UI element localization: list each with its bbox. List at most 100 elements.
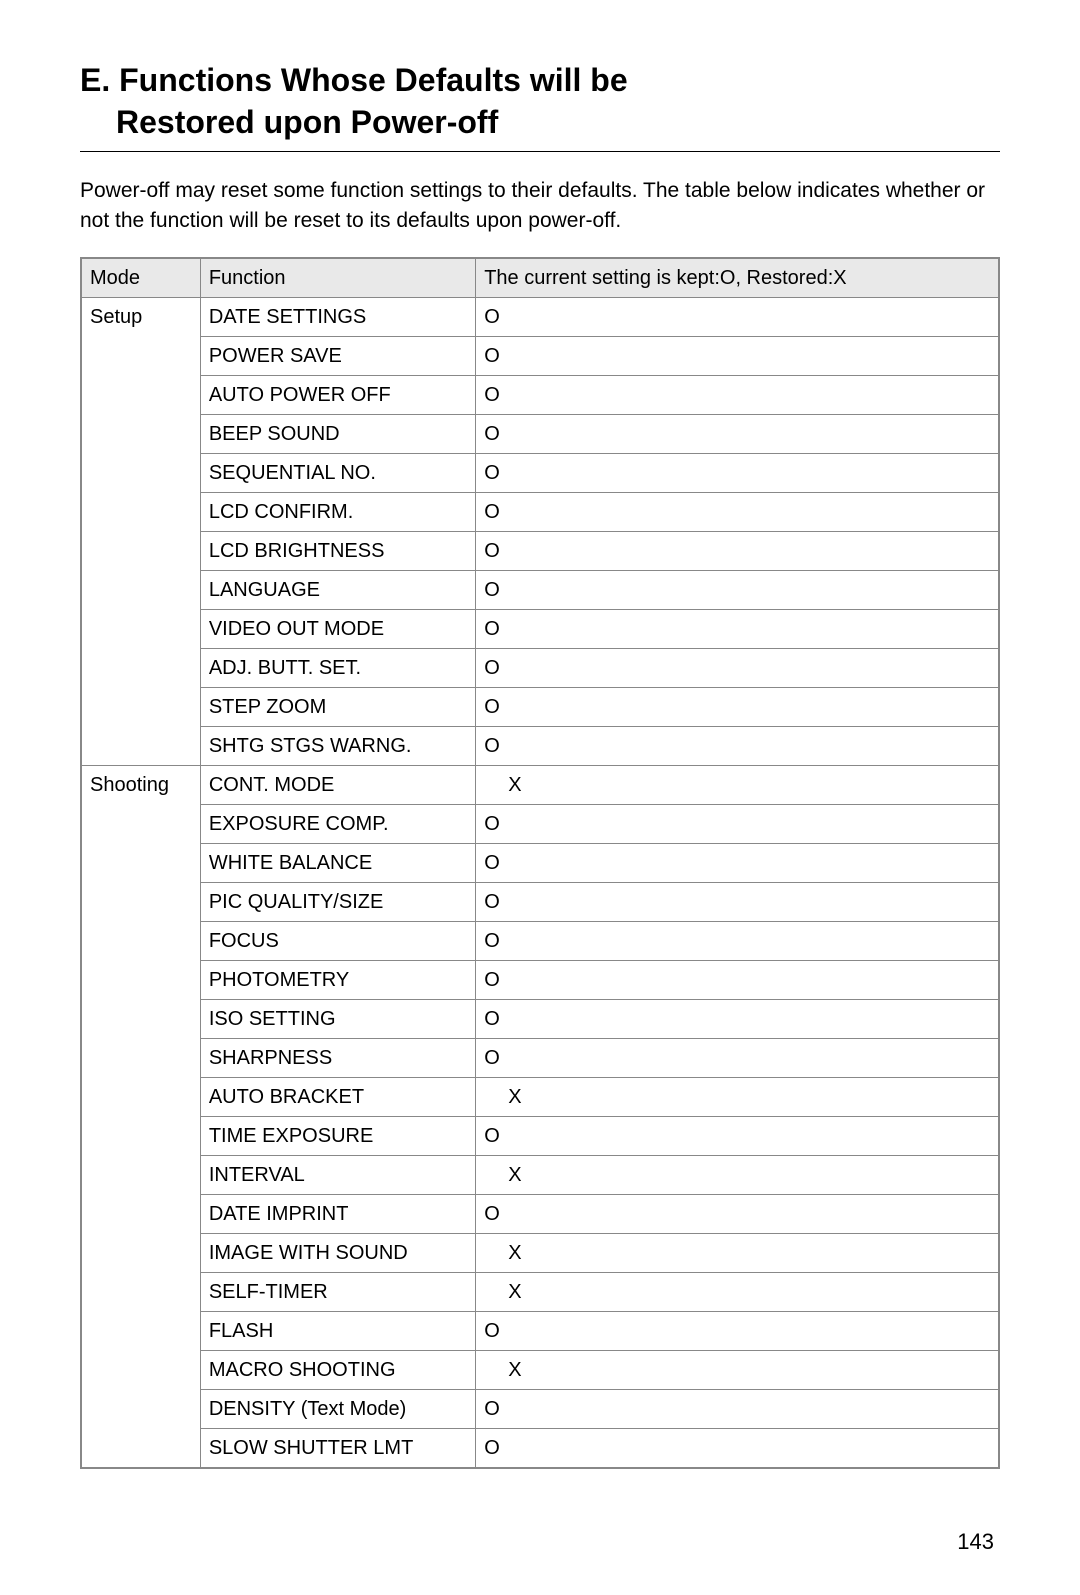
table-row: ShootingCONT. MODEX [81,765,999,804]
table-row: LCD BRIGHTNESSO [81,531,999,570]
function-cell: DENSITY (Text Mode) [200,1389,475,1428]
header-mode: Mode [81,258,200,298]
function-cell: SELF-TIMER [200,1272,475,1311]
status-cell: O [476,453,999,492]
page-number: 143 [80,1529,1000,1555]
intro-paragraph: Power-off may reset some function settin… [80,176,1000,235]
status-cell: O [476,921,999,960]
table-row: SHARPNESSO [81,1038,999,1077]
table-row: VIDEO OUT MODEO [81,609,999,648]
table-header-row: Mode Function The current setting is kep… [81,258,999,298]
status-cell: X [476,1272,999,1311]
defaults-table: Mode Function The current setting is kep… [80,257,1000,1469]
status-cell: X [476,1233,999,1272]
table-row: SELF-TIMERX [81,1272,999,1311]
status-cell: O [476,648,999,687]
table-row: STEP ZOOMO [81,687,999,726]
function-cell: IMAGE WITH SOUND [200,1233,475,1272]
table-row: SEQUENTIAL NO.O [81,453,999,492]
function-cell: ISO SETTING [200,999,475,1038]
function-cell: FOCUS [200,921,475,960]
table-row: LANGUAGEO [81,570,999,609]
status-cell: O [476,882,999,921]
function-cell: SHTG STGS WARNG. [200,726,475,765]
mode-cell: Setup [81,297,200,765]
table-row: SHTG STGS WARNG.O [81,726,999,765]
section-title: E. Functions Whose Defaults will be Rest… [80,60,1000,143]
function-cell: INTERVAL [200,1155,475,1194]
status-cell: O [476,492,999,531]
table-row: TIME EXPOSUREO [81,1116,999,1155]
function-cell: LCD CONFIRM. [200,492,475,531]
function-cell: AUTO BRACKET [200,1077,475,1116]
table-row: INTERVALX [81,1155,999,1194]
status-cell: X [476,1155,999,1194]
title-rule [80,151,1000,152]
function-cell: PHOTOMETRY [200,960,475,999]
table-row: SLOW SHUTTER LMTO [81,1428,999,1468]
function-cell: POWER SAVE [200,336,475,375]
status-cell: O [476,1194,999,1233]
status-cell: O [476,999,999,1038]
function-cell: MACRO SHOOTING [200,1350,475,1389]
table-row: IMAGE WITH SOUNDX [81,1233,999,1272]
status-cell: X [476,1077,999,1116]
status-cell: O [476,531,999,570]
function-cell: LCD BRIGHTNESS [200,531,475,570]
function-cell: WHITE BALANCE [200,843,475,882]
title-line-1: E. Functions Whose Defaults will be [80,60,1000,102]
status-cell: O [476,687,999,726]
table-row: SetupDATE SETTINGSO [81,297,999,336]
function-cell: DATE SETTINGS [200,297,475,336]
table-row: DENSITY (Text Mode)O [81,1389,999,1428]
function-cell: AUTO POWER OFF [200,375,475,414]
status-cell: O [476,1428,999,1468]
table-row: POWER SAVEO [81,336,999,375]
function-cell: CONT. MODE [200,765,475,804]
mode-cell: Shooting [81,765,200,1468]
status-cell: O [476,570,999,609]
function-cell: EXPOSURE COMP. [200,804,475,843]
table-row: DATE IMPRINTO [81,1194,999,1233]
function-cell: SLOW SHUTTER LMT [200,1428,475,1468]
title-line-2: Restored upon Power-off [80,102,1000,144]
table-row: MACRO SHOOTINGX [81,1350,999,1389]
function-cell: BEEP SOUND [200,414,475,453]
status-cell: O [476,726,999,765]
table-row: EXPOSURE COMP.O [81,804,999,843]
status-cell: O [476,1311,999,1350]
status-cell: O [476,414,999,453]
table-row: AUTO POWER OFFO [81,375,999,414]
status-cell: X [476,1350,999,1389]
function-cell: FLASH [200,1311,475,1350]
table-row: AUTO BRACKETX [81,1077,999,1116]
function-cell: LANGUAGE [200,570,475,609]
header-status: The current setting is kept:O, Restored:… [476,258,999,298]
table-row: BEEP SOUNDO [81,414,999,453]
function-cell: PIC QUALITY/SIZE [200,882,475,921]
header-function: Function [200,258,475,298]
status-cell: O [476,960,999,999]
function-cell: SEQUENTIAL NO. [200,453,475,492]
table-row: PHOTOMETRYO [81,960,999,999]
table-row: LCD CONFIRM.O [81,492,999,531]
table-row: FOCUSO [81,921,999,960]
table-row: ADJ. BUTT. SET.O [81,648,999,687]
table-row: ISO SETTINGO [81,999,999,1038]
function-cell: ADJ. BUTT. SET. [200,648,475,687]
status-cell: O [476,336,999,375]
function-cell: STEP ZOOM [200,687,475,726]
status-cell: O [476,1389,999,1428]
function-cell: TIME EXPOSURE [200,1116,475,1155]
status-cell: O [476,804,999,843]
function-cell: SHARPNESS [200,1038,475,1077]
status-cell: O [476,1038,999,1077]
table-row: WHITE BALANCEO [81,843,999,882]
table-row: FLASHO [81,1311,999,1350]
function-cell: DATE IMPRINT [200,1194,475,1233]
status-cell: O [476,1116,999,1155]
function-cell: VIDEO OUT MODE [200,609,475,648]
status-cell: O [476,375,999,414]
status-cell: O [476,843,999,882]
status-cell: X [476,765,999,804]
